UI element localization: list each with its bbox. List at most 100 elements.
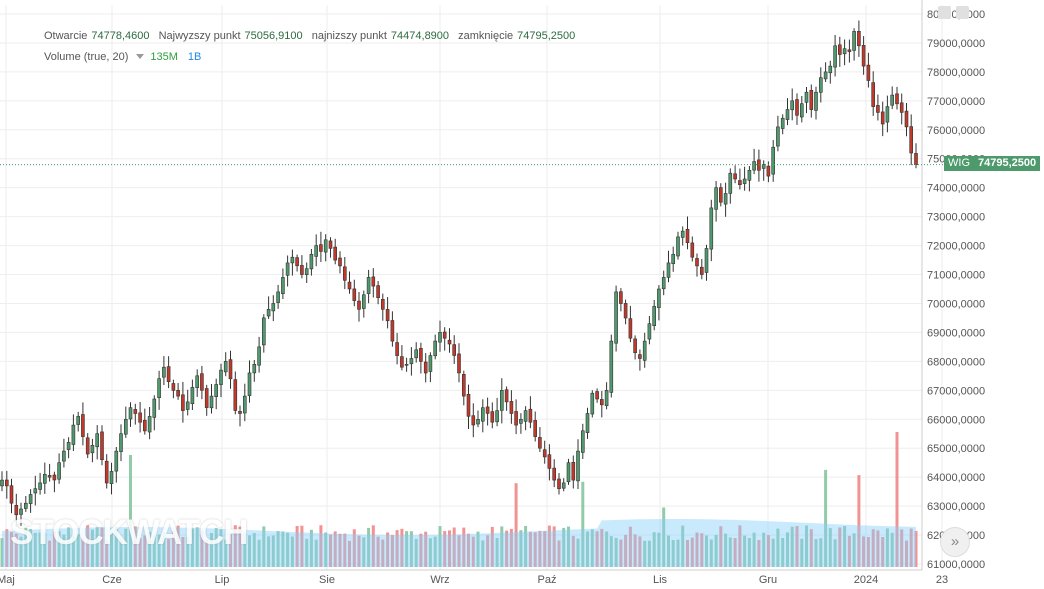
volume-bar (286, 532, 290, 567)
candle (62, 438, 66, 468)
candle (285, 255, 290, 287)
candle-body (42, 473, 47, 484)
candle-body (557, 478, 561, 489)
candle-body (14, 504, 19, 516)
volume-bar (643, 540, 647, 567)
candle-body (599, 399, 604, 406)
candle-body (847, 49, 852, 52)
candle-body (285, 262, 290, 276)
candle-body (347, 281, 352, 290)
candle-body (533, 420, 538, 437)
candle-body (528, 408, 533, 423)
square-icon-2[interactable] (956, 6, 969, 19)
volume-bar (186, 536, 190, 567)
candle-body (795, 99, 799, 116)
candle (238, 405, 242, 427)
candle-body (409, 358, 414, 365)
candle (733, 165, 737, 184)
low-value: 74474,8900 (390, 30, 450, 42)
low-label: najnizszy punkt (311, 30, 387, 42)
volume-bar (5, 529, 9, 567)
volume-bar (471, 536, 475, 567)
candle-body (433, 340, 438, 357)
volume-bar (276, 531, 280, 567)
candle (818, 67, 823, 103)
volume-bar (200, 530, 204, 567)
volume-bar (57, 531, 61, 567)
candle-body (157, 378, 161, 399)
volume-bar (647, 540, 651, 567)
candle-body (238, 410, 242, 414)
candle-body (81, 414, 85, 437)
volume-bar (300, 525, 304, 567)
volume-bar (714, 534, 718, 567)
chevron-down-icon[interactable] (136, 54, 145, 59)
y-tick-label: 63000,0000 (927, 501, 985, 513)
volume-bar (133, 526, 137, 567)
volume-bar (71, 535, 75, 567)
candle-body (152, 398, 157, 418)
candle-body (642, 340, 647, 361)
volume-bar (367, 527, 371, 567)
candle-body (542, 449, 547, 458)
candle (604, 382, 609, 410)
candle (876, 94, 880, 121)
candle (290, 249, 295, 276)
volume-value-2: 1B (187, 51, 202, 63)
x-tick-label: Lip (215, 574, 230, 586)
candle-body (566, 462, 571, 483)
ohlc-legend: Otwarcie 74778,4600 Najwyzszy punkt 75056,… (44, 30, 581, 42)
candle (695, 253, 699, 277)
volume-bar (210, 533, 213, 567)
candle (828, 60, 833, 84)
candle-body (290, 256, 295, 264)
candle-body (128, 407, 133, 420)
volume-bar (62, 534, 66, 567)
square-icon[interactable] (938, 6, 951, 19)
volume-bar (110, 531, 113, 567)
close-label: zamknięcie (458, 30, 514, 42)
candle-body (457, 353, 461, 374)
volume-label[interactable]: Volume (true, 20) (44, 51, 129, 63)
candle-body (909, 126, 914, 154)
volume-bar (295, 526, 299, 567)
candle (423, 353, 428, 383)
candle-body (723, 193, 728, 205)
candle-body (57, 462, 61, 480)
open-label: Otwarcie (44, 30, 88, 42)
candle (357, 292, 361, 322)
volume-bar (747, 538, 751, 567)
volume-bar (581, 481, 585, 567)
candle-body (376, 285, 380, 299)
candle (400, 345, 404, 371)
candle (42, 462, 47, 494)
volume-bar (786, 532, 789, 567)
candle (666, 250, 671, 283)
candle (85, 433, 90, 459)
volume-bar (690, 537, 694, 567)
volume-bar (905, 540, 908, 567)
candle (47, 463, 52, 482)
volume-bar (652, 532, 656, 567)
volume-bar (143, 535, 147, 567)
candle-body (133, 409, 138, 414)
candle-body (714, 187, 718, 210)
volume-bar (467, 533, 470, 567)
volume-bar (438, 526, 442, 567)
volume-bar (348, 540, 351, 567)
candle-body (252, 363, 257, 374)
volume-bar (419, 533, 423, 567)
watermark-logo: STOCKWATCH (10, 513, 249, 552)
y-tick-label: 70000,0000 (927, 298, 985, 310)
candle (576, 439, 580, 489)
candle (304, 262, 309, 283)
candle-body (328, 240, 333, 249)
candle (442, 327, 447, 351)
candle-body (647, 323, 652, 340)
candle (623, 299, 628, 325)
scroll-to-latest-button[interactable]: » (940, 527, 970, 557)
candle-body (842, 48, 847, 55)
x-tick-label: Maj (0, 574, 15, 586)
volume-bar (114, 526, 118, 567)
